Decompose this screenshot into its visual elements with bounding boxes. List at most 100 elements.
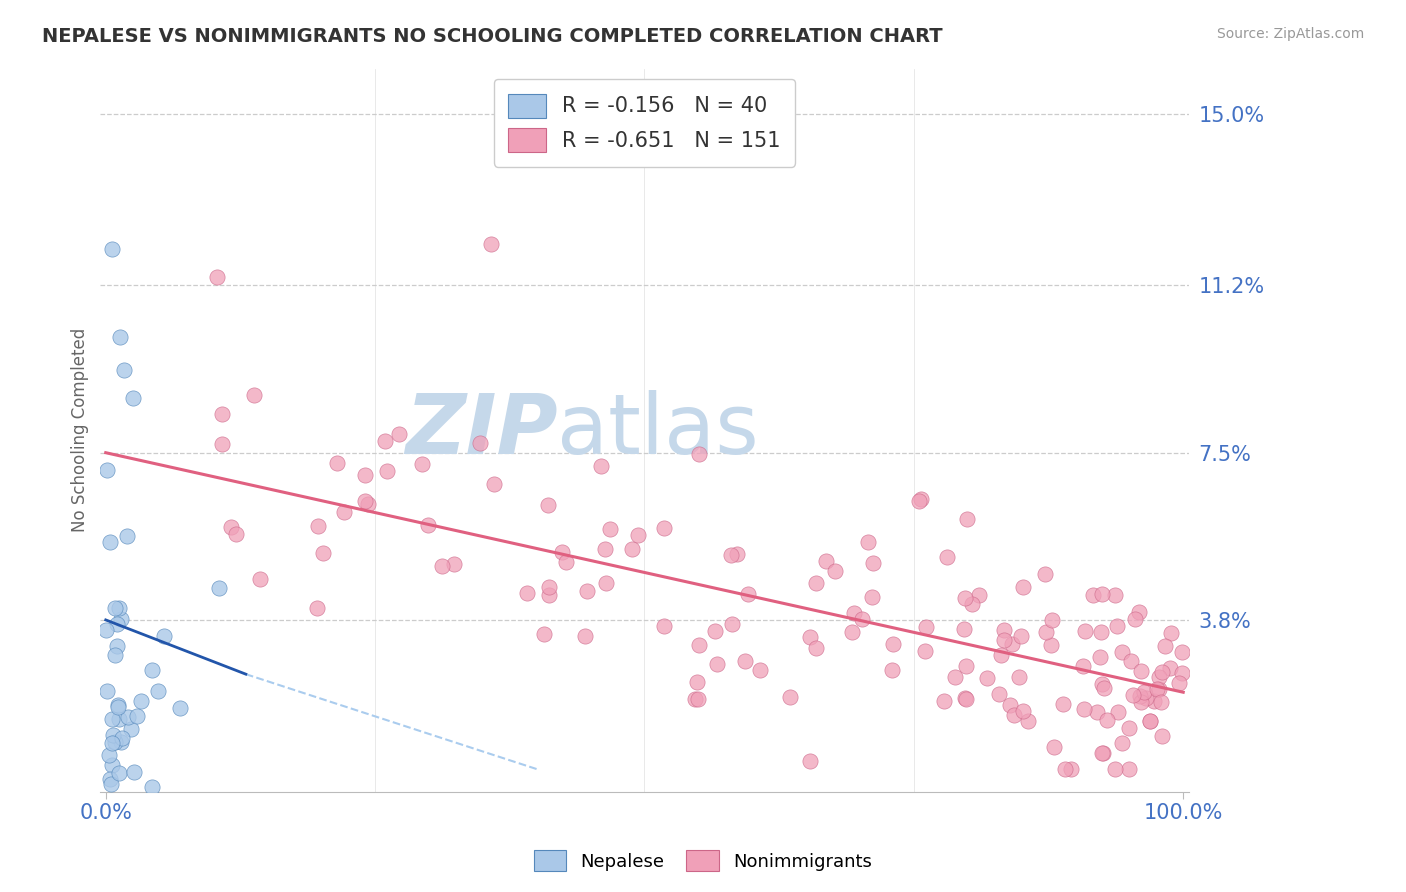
Point <box>96 684 118 698</box>
Point <box>101 736 124 750</box>
Point <box>1150 665 1173 680</box>
Point <box>104 648 127 663</box>
Point <box>988 687 1011 701</box>
Point <box>538 588 561 602</box>
Point <box>1104 762 1126 776</box>
Point <box>111 731 134 746</box>
Point <box>141 663 163 677</box>
Point <box>967 588 990 602</box>
Point <box>734 655 756 669</box>
Point <box>993 633 1015 648</box>
Point <box>683 692 706 706</box>
Point <box>842 606 865 620</box>
Point <box>482 476 505 491</box>
Point <box>468 435 491 450</box>
Point <box>1122 688 1144 702</box>
Point <box>799 630 821 644</box>
Point <box>779 690 801 705</box>
Point <box>207 269 229 284</box>
Point <box>153 629 176 643</box>
Point <box>96 463 118 477</box>
Point <box>101 242 124 256</box>
Point <box>862 556 884 570</box>
Point <box>962 597 984 611</box>
Point <box>479 237 502 252</box>
Point <box>824 565 846 579</box>
Point <box>108 765 131 780</box>
Point <box>652 619 675 633</box>
Point <box>211 437 233 451</box>
Point <box>621 541 644 556</box>
Point <box>936 549 959 564</box>
Point <box>910 492 932 507</box>
Point <box>943 670 966 684</box>
Point <box>101 757 124 772</box>
Point <box>814 554 837 568</box>
Point <box>104 734 127 748</box>
Point <box>1001 637 1024 651</box>
Point <box>1118 721 1140 735</box>
Point <box>858 534 880 549</box>
Point <box>443 557 465 571</box>
Point <box>1129 690 1152 704</box>
Point <box>1139 714 1161 729</box>
Point <box>416 518 439 533</box>
Point <box>312 546 335 560</box>
Point <box>101 712 124 726</box>
Point <box>107 698 129 712</box>
Point <box>688 691 710 706</box>
Point <box>1168 676 1191 690</box>
Text: atlas: atlas <box>557 390 759 471</box>
Point <box>955 591 977 606</box>
Point <box>1091 677 1114 691</box>
Point <box>1010 629 1032 643</box>
Point <box>122 764 145 779</box>
Point <box>1074 624 1097 639</box>
Point <box>1091 587 1114 601</box>
Point <box>804 575 827 590</box>
Point <box>375 464 398 478</box>
Point <box>108 330 131 344</box>
Point <box>219 520 242 534</box>
Point <box>688 638 710 652</box>
Point <box>1143 694 1166 708</box>
Point <box>325 457 347 471</box>
Point <box>1135 691 1157 706</box>
Point <box>685 675 707 690</box>
Text: ZIP: ZIP <box>405 390 557 471</box>
Point <box>353 468 375 483</box>
Point <box>1090 625 1112 640</box>
Legend: R = -0.156   N = 40, R = -0.651   N = 151: R = -0.156 N = 40, R = -0.651 N = 151 <box>494 78 796 167</box>
Point <box>121 392 143 406</box>
Point <box>1118 762 1140 776</box>
Point <box>908 494 931 508</box>
Point <box>107 700 129 714</box>
Point <box>1154 639 1177 653</box>
Point <box>1133 684 1156 698</box>
Point <box>1091 747 1114 761</box>
Point <box>1000 698 1022 713</box>
Point <box>1033 567 1056 582</box>
Point <box>720 548 742 562</box>
Point <box>374 434 396 449</box>
Point <box>1039 639 1062 653</box>
Y-axis label: No Schooling Completed: No Schooling Completed <box>72 328 89 533</box>
Point <box>1129 665 1152 679</box>
Point <box>211 407 233 421</box>
Point <box>804 640 827 655</box>
Point <box>955 691 977 706</box>
Point <box>1092 681 1115 696</box>
Point <box>388 427 411 442</box>
Point <box>1149 681 1171 696</box>
Point <box>914 643 936 657</box>
Text: Source: ZipAtlas.com: Source: ZipAtlas.com <box>1216 27 1364 41</box>
Point <box>100 777 122 791</box>
Point <box>1128 605 1150 619</box>
Point <box>934 693 956 707</box>
Point <box>1146 681 1168 696</box>
Point <box>576 583 599 598</box>
Point <box>1095 714 1118 728</box>
Point <box>1091 746 1114 760</box>
Point <box>1052 697 1074 711</box>
Legend: Nepalese, Nonimmigrants: Nepalese, Nonimmigrants <box>527 843 879 879</box>
